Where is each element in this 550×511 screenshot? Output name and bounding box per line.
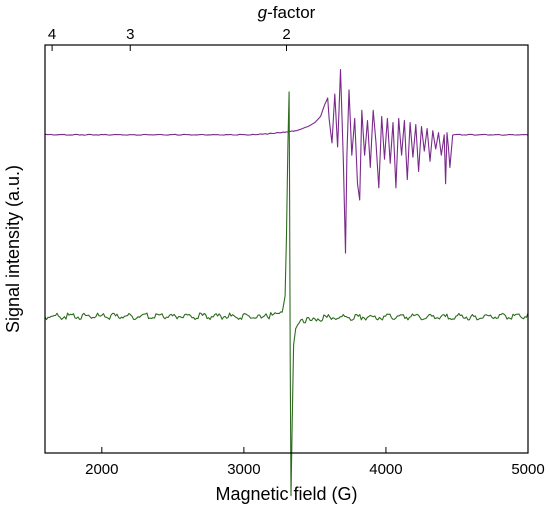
- g-tick-label: 2: [282, 26, 290, 43]
- top-axis-ticks: 4 3 2: [48, 26, 291, 51]
- bottom-axis-ticks: 2000 3000 4000 5000: [85, 447, 545, 478]
- y-axis-title: Signal intensity (a.u.): [3, 165, 23, 333]
- top-axis-title-symbol: g: [258, 3, 268, 22]
- x-axis-title: Magnetic field (G): [215, 484, 357, 504]
- x-tick-label: 4000: [369, 461, 402, 478]
- top-axis-title: g-factor: [258, 3, 316, 22]
- g-tick-label: 3: [126, 26, 134, 43]
- series-group: [44, 68, 529, 497]
- x-tick-label: 5000: [511, 461, 544, 478]
- top-axis-title-text: -factor: [267, 3, 316, 22]
- x-tick-label: 2000: [85, 461, 118, 478]
- g-tick-label: 4: [48, 26, 56, 43]
- x-tick-label: 3000: [227, 461, 260, 478]
- plot-frame: [44, 44, 529, 454]
- series-line: [45, 68, 529, 254]
- series-line: [44, 91, 529, 497]
